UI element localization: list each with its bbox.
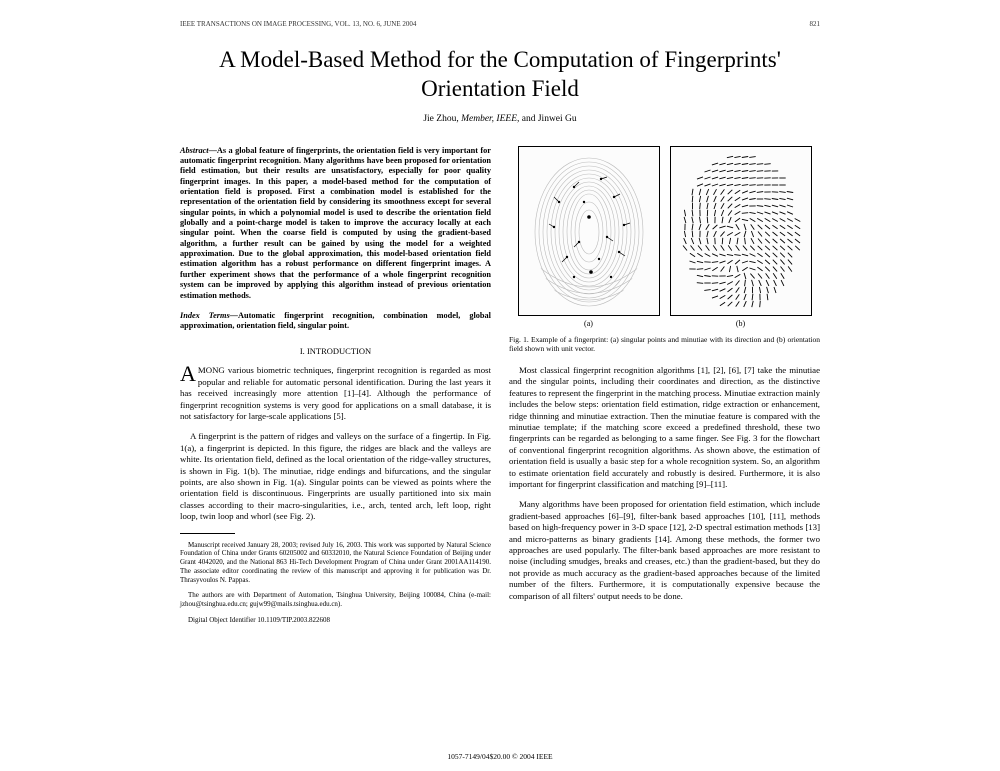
section-1-heading: I. INTRODUCTION	[180, 346, 491, 357]
two-column-layout: Abstract—As a global feature of fingerpr…	[180, 146, 820, 632]
dropcap-letter: A	[180, 365, 198, 384]
abstract-text: As a global feature of fingerprints, the…	[180, 146, 491, 300]
running-header: IEEE TRANSACTIONS ON IMAGE PROCESSING, V…	[180, 20, 820, 28]
page-footer: 1057-7149/04$20.00 © 2004 IEEE	[0, 752, 1000, 761]
index-terms-block: Index Terms—Automatic fingerprint recogn…	[180, 311, 491, 332]
paper-page: IEEE TRANSACTIONS ON IMAGE PROCESSING, V…	[180, 0, 820, 642]
footnote-doi: Digital Object Identifier 10.1109/TIP.20…	[180, 616, 491, 625]
figure-1a-wrapper: (a)	[518, 146, 660, 329]
section-1-title: INTRODUCTION	[307, 346, 371, 356]
right-paragraph-2: Many algorithms have been proposed for o…	[509, 499, 820, 602]
abstract-block: Abstract—As a global feature of fingerpr…	[180, 146, 491, 301]
figure-1a-label: (a)	[518, 319, 660, 329]
section-1-number: I.	[300, 346, 305, 356]
author-membership: , Member, IEEE,	[456, 114, 519, 124]
page-number: 821	[810, 20, 821, 28]
intro-paragraph-1: AMONG various biometric techniques, fing…	[180, 365, 491, 422]
journal-name: IEEE TRANSACTIONS ON IMAGE PROCESSING, V…	[180, 20, 416, 28]
figure-1a-panel	[518, 146, 660, 316]
figure-1b-label: (b)	[670, 319, 812, 329]
right-paragraph-1: Most classical fingerprint recognition a…	[509, 365, 820, 491]
author-1: Jie Zhou	[423, 114, 456, 124]
abstract-lead: Abstract—	[180, 146, 217, 155]
right-column: (a) (b) Fig. 1. Example of a fingerprint…	[509, 146, 820, 632]
author-line: Jie Zhou, Member, IEEE, and Jinwei Gu	[180, 114, 820, 124]
footnote-manuscript: Manuscript received January 28, 2003; re…	[180, 541, 491, 585]
index-terms-lead: Index Terms—	[180, 311, 238, 320]
figure-1b-wrapper: (b)	[670, 146, 812, 329]
fingerprint-a-svg	[519, 147, 659, 315]
figure-1-caption: Fig. 1. Example of a fingerprint: (a) si…	[509, 335, 820, 353]
figure-1: (a) (b) Fig. 1. Example of a fingerprint…	[509, 146, 820, 353]
figure-1b-panel	[670, 146, 812, 316]
footnote-divider	[180, 533, 235, 534]
fingerprint-b-svg	[671, 147, 811, 315]
figure-1-panels: (a) (b)	[509, 146, 820, 329]
author-2: and Jinwei Gu	[519, 114, 576, 124]
paper-title: A Model-Based Method for the Computation…	[180, 46, 820, 104]
intro-paragraph-2: A fingerprint is the pattern of ridges a…	[180, 431, 491, 522]
left-column: Abstract—As a global feature of fingerpr…	[180, 146, 491, 632]
p1-text: MONG various biometric techniques, finge…	[180, 365, 491, 421]
footnote-authors: The authors are with Department of Autom…	[180, 591, 491, 609]
